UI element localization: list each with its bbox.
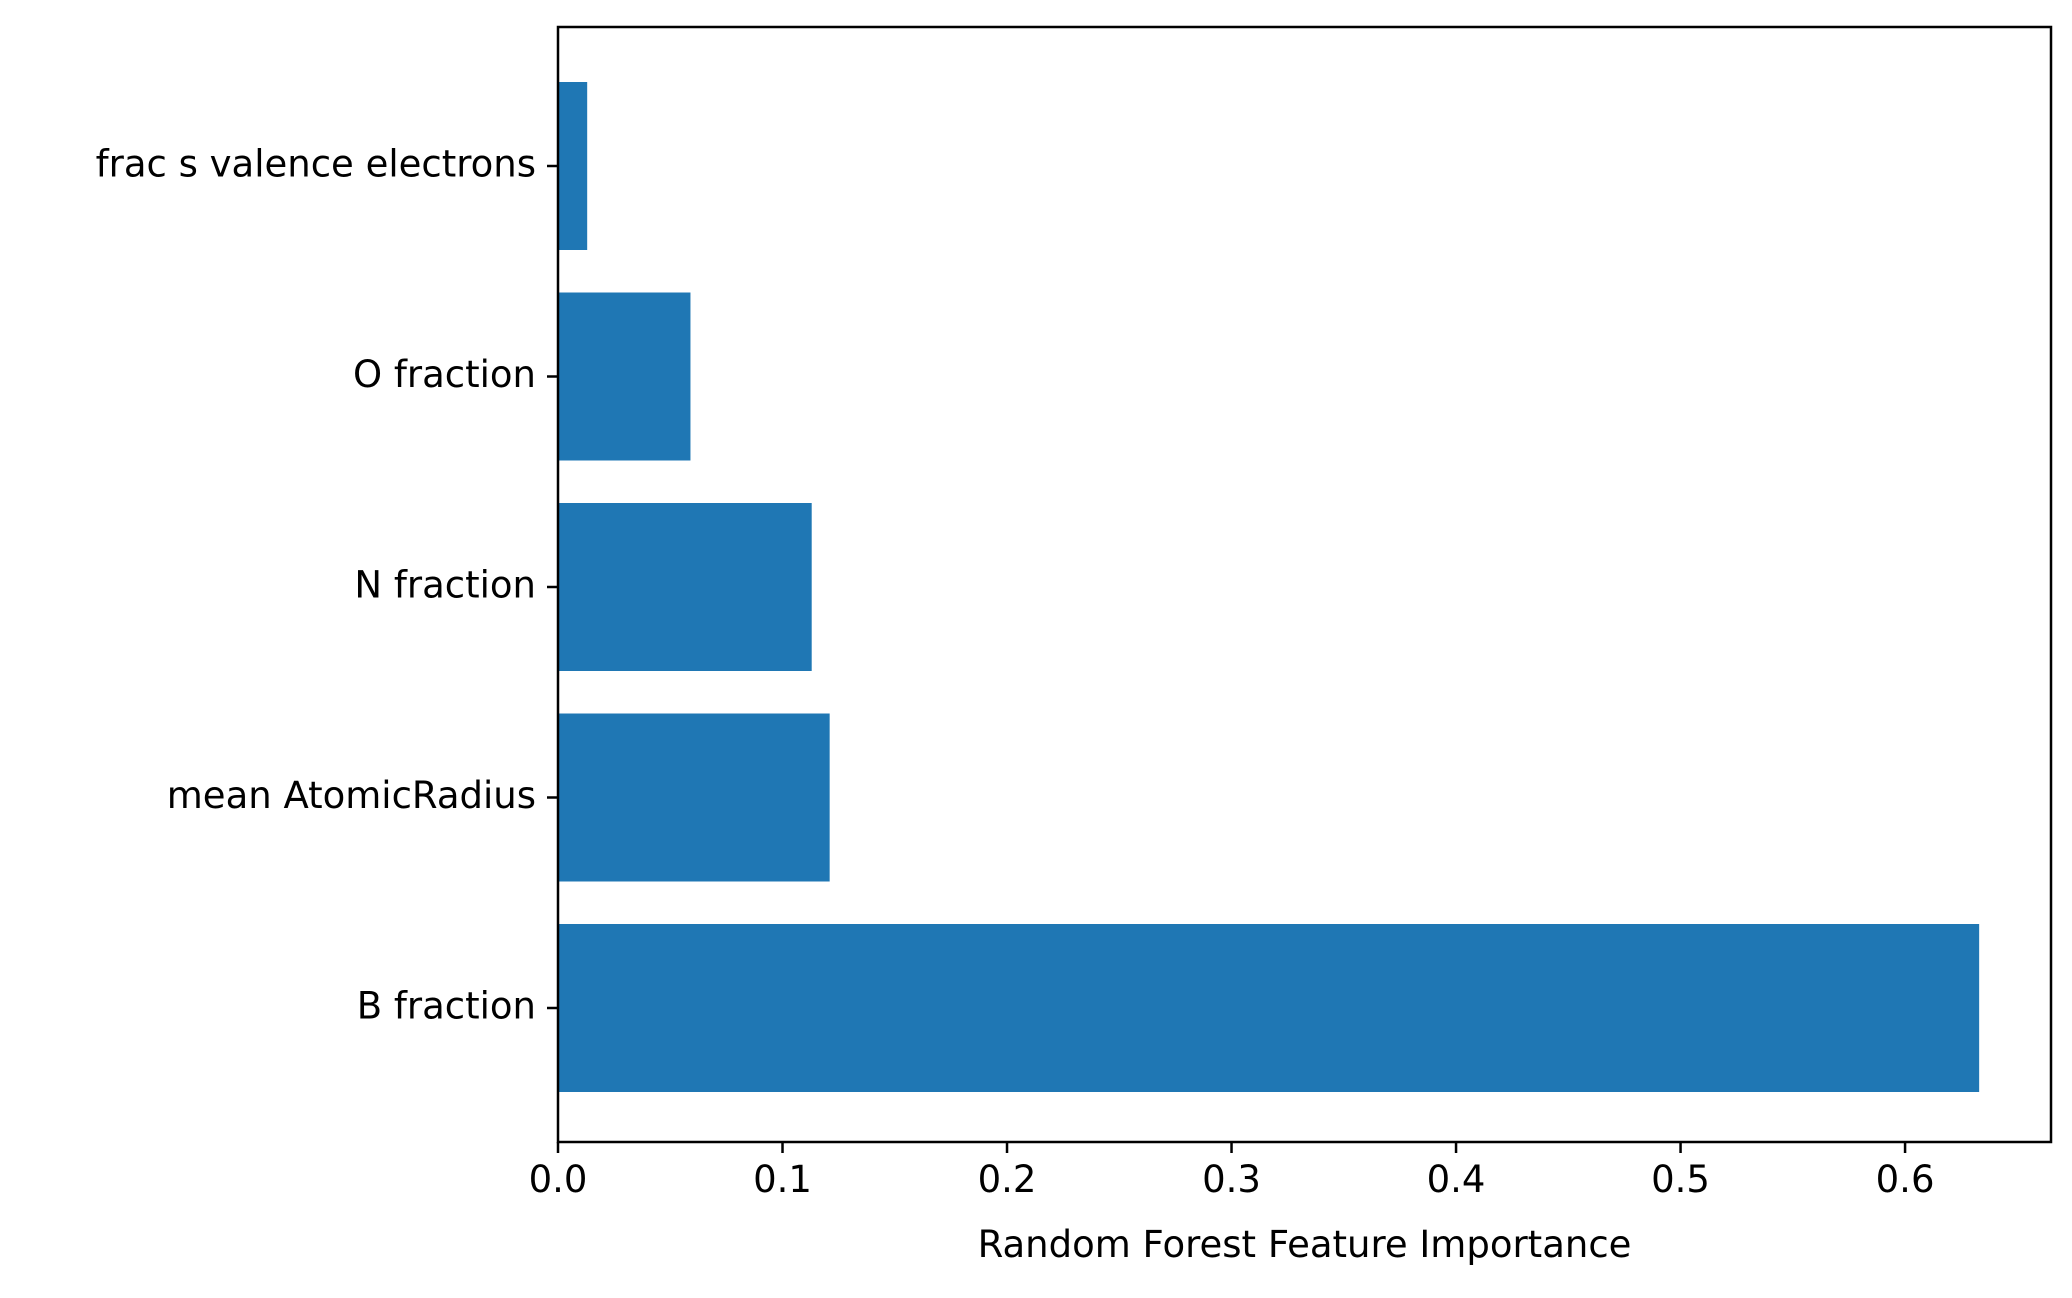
- x-tick-label: 0.2: [978, 1158, 1037, 1201]
- y-tick-label: O fraction: [353, 353, 536, 396]
- x-tick-label: 0.5: [1651, 1158, 1710, 1201]
- x-tick-label: 0.3: [1202, 1158, 1261, 1201]
- x-tick-label: 0.1: [753, 1158, 812, 1201]
- bar-mean-atomicradius: [558, 713, 830, 882]
- y-tick-label: frac s valence electrons: [96, 143, 536, 186]
- bars-layer: [558, 82, 1980, 1092]
- y-tick-label: N fraction: [354, 564, 536, 607]
- bar-n-fraction: [558, 503, 812, 671]
- bar-frac-s-valence-electrons: [558, 82, 588, 250]
- x-tick-label: 0.0: [529, 1158, 588, 1201]
- x-axis-label: Random Forest Feature Importance: [978, 1223, 1632, 1266]
- ticks-layer: B fraction mean AtomicRadius N fraction O f…: [96, 143, 1935, 1202]
- bar-b-fraction: [558, 924, 1980, 1092]
- x-tick-label: 0.4: [1427, 1158, 1486, 1201]
- x-tick-label: 0.6: [1876, 1158, 1935, 1201]
- y-tick-label: B fraction: [357, 985, 536, 1028]
- y-tick-label: mean AtomicRadius: [167, 774, 536, 817]
- bar-o-fraction: [558, 292, 691, 461]
- axes-frame: [556, 25, 2053, 1144]
